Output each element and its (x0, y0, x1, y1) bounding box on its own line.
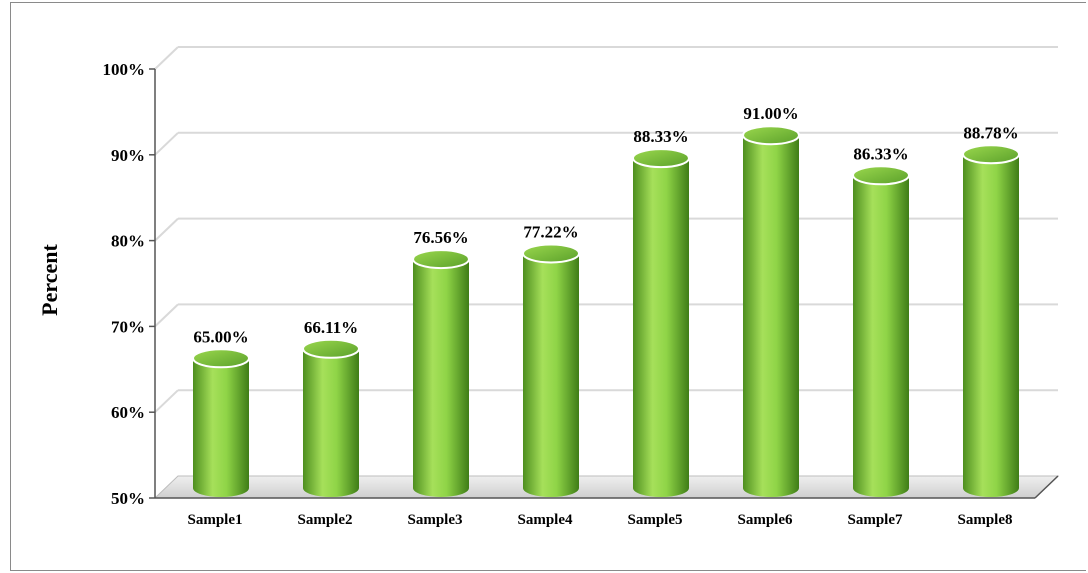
bar (632, 148, 690, 497)
data-label: 86.33% (853, 144, 908, 163)
gridline-diagonal (154, 46, 179, 70)
bar (742, 125, 800, 497)
bar-top (522, 243, 580, 264)
data-label: 88.78% (963, 123, 1018, 142)
bar (302, 338, 360, 497)
bar (852, 165, 910, 497)
y-tick-label: 90% (111, 146, 145, 165)
bar-body (633, 158, 689, 497)
x-tick-label: Sample6 (737, 512, 793, 528)
gridline-diagonal (154, 132, 179, 156)
bar (412, 249, 470, 497)
x-tick-label: Sample5 (627, 512, 682, 528)
x-tick-label: Sample8 (957, 512, 1012, 528)
y-tick-label: 60% (111, 403, 145, 422)
bar-top (962, 144, 1020, 165)
data-label: 88.33% (633, 127, 688, 146)
data-label: 77.22% (523, 222, 578, 241)
bar-body (413, 259, 469, 497)
bar (522, 243, 580, 497)
x-tick-label: Sample2 (297, 512, 352, 528)
bar-body (193, 358, 249, 497)
bar-top (742, 125, 800, 146)
y-tick-label: 70% (111, 317, 145, 336)
data-label: 65.00% (193, 327, 248, 346)
y-tick-label: 50% (111, 489, 145, 508)
bar-body (743, 135, 799, 497)
y-tick-label: 100% (103, 60, 146, 79)
gridline-diagonal (154, 303, 179, 328)
x-tick-label: Sample7 (847, 512, 903, 528)
bar-top (302, 338, 360, 359)
bar (962, 144, 1020, 498)
x-tick-label: Sample4 (517, 512, 573, 528)
bar-top (192, 348, 250, 369)
bar-top (632, 148, 690, 169)
bar-top (412, 249, 470, 270)
bar-body (963, 154, 1019, 498)
bar (192, 348, 250, 497)
data-label: 66.11% (304, 318, 358, 337)
gridline-diagonal (154, 217, 179, 242)
y-axis-title: Percent (37, 244, 62, 316)
y-tick-label: 80% (111, 232, 145, 251)
floor-edge (1034, 475, 1059, 499)
data-label: 76.56% (413, 228, 468, 247)
bar-body (303, 348, 359, 497)
x-tick-label: Sample3 (407, 512, 462, 528)
x-tick-label: Sample1 (187, 512, 242, 528)
chart-floor (153, 475, 1060, 499)
bar-body (853, 175, 909, 497)
gridline-diagonal (154, 389, 179, 413)
bar-body (523, 253, 579, 497)
data-label: 91.00% (743, 104, 798, 123)
bar-top (852, 165, 910, 186)
